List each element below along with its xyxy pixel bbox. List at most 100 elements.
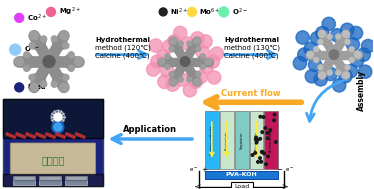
Circle shape: [318, 65, 323, 70]
Circle shape: [60, 32, 68, 40]
Circle shape: [344, 64, 358, 78]
Circle shape: [339, 69, 352, 83]
Circle shape: [30, 32, 38, 40]
Circle shape: [329, 50, 339, 59]
Circle shape: [359, 65, 372, 78]
Circle shape: [254, 152, 257, 154]
Circle shape: [259, 115, 262, 118]
Text: Co$^{2+}$: Co$^{2+}$: [27, 12, 47, 23]
Circle shape: [196, 72, 201, 77]
Circle shape: [261, 150, 264, 153]
Circle shape: [273, 113, 276, 116]
Circle shape: [314, 47, 319, 52]
Circle shape: [355, 51, 361, 58]
Circle shape: [187, 41, 191, 46]
Circle shape: [349, 26, 363, 40]
Text: Electrolyte: Electrolyte: [254, 130, 258, 150]
FancyBboxPatch shape: [264, 111, 278, 169]
Circle shape: [147, 63, 160, 76]
Circle shape: [199, 35, 212, 48]
Circle shape: [357, 48, 370, 61]
Text: Mg$^{2+}$: Mg$^{2+}$: [59, 6, 81, 18]
Circle shape: [187, 77, 191, 82]
FancyBboxPatch shape: [220, 111, 234, 169]
Circle shape: [361, 40, 374, 53]
FancyBboxPatch shape: [13, 176, 35, 180]
Text: method (120℃): method (120℃): [95, 45, 150, 51]
FancyBboxPatch shape: [3, 99, 102, 138]
Circle shape: [316, 26, 329, 40]
Text: O$^{2-}$: O$^{2-}$: [24, 44, 40, 55]
Circle shape: [296, 31, 309, 44]
Circle shape: [68, 65, 74, 71]
Circle shape: [251, 154, 254, 156]
Circle shape: [319, 31, 325, 37]
Circle shape: [255, 138, 257, 141]
Circle shape: [46, 7, 55, 16]
Circle shape: [349, 58, 354, 62]
Circle shape: [191, 32, 204, 45]
Circle shape: [341, 23, 354, 36]
FancyBboxPatch shape: [3, 99, 102, 186]
Circle shape: [151, 55, 164, 68]
Circle shape: [322, 17, 335, 31]
Circle shape: [163, 40, 176, 53]
Circle shape: [210, 47, 224, 60]
Circle shape: [51, 110, 65, 124]
Circle shape: [345, 40, 350, 44]
Text: O$^{2-}$: O$^{2-}$: [232, 6, 247, 18]
Circle shape: [261, 151, 263, 153]
Text: −: −: [276, 167, 282, 173]
Circle shape: [183, 84, 197, 97]
Circle shape: [170, 38, 177, 44]
Text: method (130℃): method (130℃): [224, 45, 279, 51]
Circle shape: [259, 157, 261, 159]
FancyBboxPatch shape: [234, 111, 249, 169]
Circle shape: [178, 77, 183, 82]
Circle shape: [175, 73, 188, 86]
Circle shape: [200, 60, 213, 74]
Circle shape: [170, 79, 177, 86]
Text: Urea: Urea: [27, 84, 46, 90]
Circle shape: [157, 50, 170, 63]
Circle shape: [314, 73, 327, 86]
FancyBboxPatch shape: [39, 176, 61, 180]
Circle shape: [267, 155, 269, 158]
Circle shape: [24, 52, 30, 58]
Circle shape: [208, 71, 221, 84]
Circle shape: [200, 65, 205, 69]
Circle shape: [63, 74, 69, 80]
Circle shape: [346, 38, 359, 51]
Circle shape: [165, 54, 170, 59]
Circle shape: [307, 51, 313, 58]
Circle shape: [161, 64, 174, 78]
Text: PVA-KOH: PVA-KOH: [226, 172, 257, 177]
Circle shape: [318, 40, 323, 44]
Circle shape: [196, 46, 201, 51]
Text: Assembly: Assembly: [357, 70, 366, 111]
Circle shape: [324, 67, 337, 81]
Circle shape: [310, 32, 324, 45]
Circle shape: [257, 161, 259, 163]
Circle shape: [260, 160, 263, 163]
Circle shape: [298, 48, 311, 61]
FancyBboxPatch shape: [13, 176, 35, 185]
Circle shape: [168, 35, 181, 48]
Text: Active anode: Active anode: [269, 128, 273, 152]
Circle shape: [158, 75, 171, 88]
Circle shape: [327, 34, 332, 39]
Circle shape: [159, 8, 167, 16]
FancyBboxPatch shape: [231, 182, 252, 189]
Circle shape: [29, 43, 35, 49]
Circle shape: [196, 45, 209, 59]
Circle shape: [261, 131, 264, 133]
Text: Electrolyte: Electrolyte: [225, 130, 229, 150]
Circle shape: [24, 65, 30, 71]
Text: Ni$^{2+}$: Ni$^{2+}$: [170, 6, 188, 18]
Circle shape: [74, 57, 83, 66]
Circle shape: [332, 79, 346, 92]
Circle shape: [255, 141, 258, 144]
Circle shape: [275, 141, 277, 143]
Circle shape: [41, 36, 47, 42]
Circle shape: [174, 26, 187, 40]
